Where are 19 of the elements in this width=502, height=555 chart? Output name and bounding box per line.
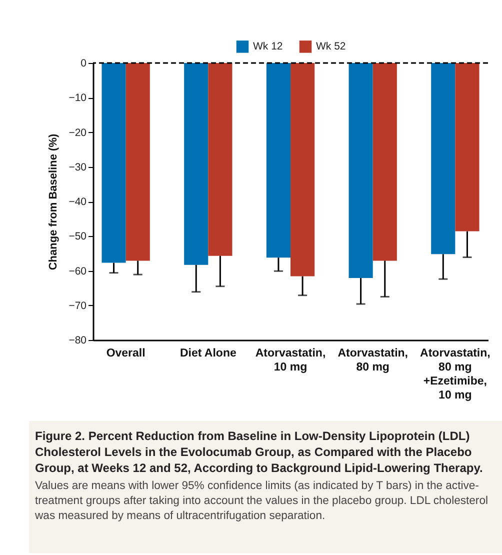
text: Figure 2. Percent Reduction from Baseline in Low-Density Lipoprotein (LDL) Cholesterol Levels in the Evolocumab Group, as Compared with the Placebo Group, at Weeks 12 and 52, According to Background Lipid-Lowering Therapy. <box>35 428 484 476</box>
legend-label: Wk 12 <box>253 40 283 53</box>
y-tick-label: −40 <box>68 196 87 208</box>
x-tick-label: Diet Alone <box>180 348 236 360</box>
y-tick-label: −10 <box>68 92 87 104</box>
x-tick-label: Atorvastatin, 80 mg +Ezetimibe, 10 mg <box>420 348 490 402</box>
y-tick-label: −20 <box>68 126 87 139</box>
y-tick-label: −60 <box>68 265 87 278</box>
y-tick-label: −80 <box>68 334 87 346</box>
text: Values are means with lower 95% confidence limits (as indicated by T bars) in the active-treatment groups after taking into account the values in the placebo group. LDL cholesterol was measured by means of ultracentrifugation separation. <box>35 479 489 524</box>
x-tick-label: Atorvastatin, 80 mg <box>338 348 408 374</box>
y-axis-title: Change from Baseline (%) <box>48 134 60 270</box>
legend-label: Wk 52 <box>316 40 346 53</box>
y-tick-label: −30 <box>68 161 87 174</box>
y-tick-label: −50 <box>68 230 87 243</box>
x-tick-label: Overall <box>106 348 146 360</box>
x-tick-label: Atorvastatin, 10 mg <box>255 348 326 374</box>
y-tick-label: −70 <box>68 300 87 312</box>
y-tick-label: 0 <box>80 58 87 70</box>
